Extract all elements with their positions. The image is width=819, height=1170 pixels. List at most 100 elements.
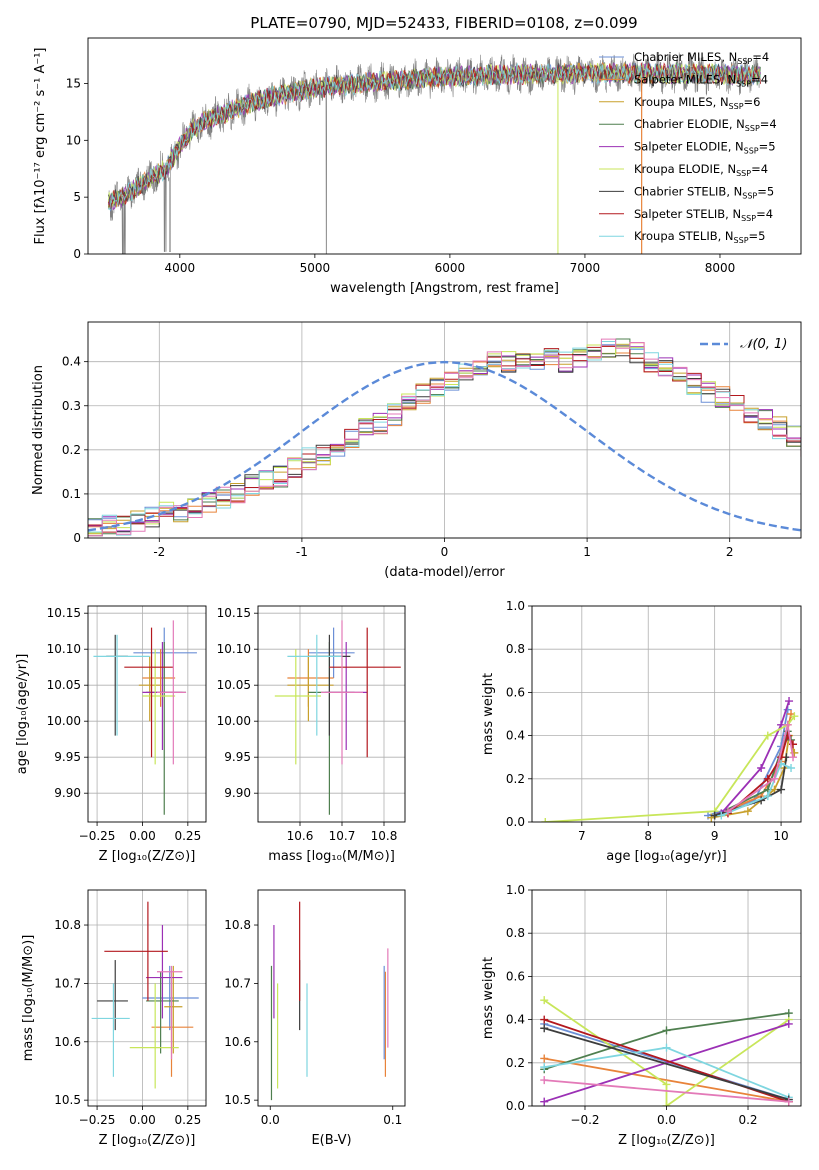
errorbar-point xyxy=(287,634,342,736)
x-tick-label: 10.7 xyxy=(329,829,356,843)
residuals-plot xyxy=(88,338,801,537)
weight-marker xyxy=(662,1026,671,1035)
errorbar-point xyxy=(325,642,368,750)
y-tick-label: 0.6 xyxy=(506,969,525,983)
legend-entry: Chabrier MILES, NSSP=4 xyxy=(634,50,769,66)
x-tick-label: 0 xyxy=(441,545,449,559)
x-tick-label: 7 xyxy=(578,829,586,843)
x-tick: 0.00 xyxy=(129,1106,156,1127)
weight-marker xyxy=(770,774,779,783)
y-tick: 10.7 xyxy=(54,976,88,990)
y-tick: 0.3 xyxy=(62,399,88,413)
errorbar-point xyxy=(287,656,334,722)
weight-marker xyxy=(540,1054,549,1063)
y-tick-label: 10 xyxy=(66,133,81,147)
y-tick-label: 9.90 xyxy=(54,786,81,800)
y-tick-label: 0 xyxy=(73,247,81,261)
weight-marker xyxy=(540,1015,549,1024)
y-tick-label: 10.7 xyxy=(54,976,81,990)
y-tick-label: 10.10 xyxy=(217,642,251,656)
weight-line xyxy=(720,700,790,814)
weight-marker xyxy=(763,731,772,740)
y-tick: 10.5 xyxy=(54,1093,88,1107)
y-tick: 0.0 xyxy=(506,815,532,829)
y-tick: 0 xyxy=(73,531,88,545)
errorbar-point xyxy=(151,971,194,1077)
errorbar-point xyxy=(142,649,176,765)
x-tick-label: 0.00 xyxy=(129,1113,156,1127)
spectrum-frame xyxy=(87,37,802,255)
spectrum-axes: 4000 5000 6000 7000 8000 0 5 10 15 wavelength [An… xyxy=(33,48,735,297)
weight-line xyxy=(544,1079,789,1103)
errorbar-point xyxy=(308,627,355,678)
x-tick: 8 xyxy=(644,822,652,843)
age-vs-Z-plot xyxy=(93,620,197,815)
spectrum-legend: Chabrier MILES, NSSP=4 Salpeter MILES, NS… xyxy=(599,50,777,245)
errorbar-point xyxy=(308,642,355,815)
x-tick-label: 9 xyxy=(711,829,719,843)
y-tick: 0 xyxy=(73,247,88,261)
mass-vs-Z-frame xyxy=(87,889,207,1107)
weight-marker xyxy=(790,712,799,721)
y-tick: 0.8 xyxy=(506,926,532,940)
y-tick-label: 10.5 xyxy=(224,1093,251,1107)
y-tick-label: 10.6 xyxy=(224,1035,251,1049)
y-tick: 10.10 xyxy=(47,642,88,656)
residuals-axes: -2 -1 0 1 2 0 0.1 0.2 0.3 0.4 (data-model)/error No… xyxy=(31,322,801,580)
y-tick-label: 10.00 xyxy=(47,714,81,728)
weight-marker xyxy=(540,1024,549,1033)
y-tick: 0.2 xyxy=(506,1056,532,1070)
x-tick: 7000 xyxy=(570,254,600,275)
y-tick: 0.2 xyxy=(62,443,88,457)
x-tick-label: 10.6 xyxy=(287,829,314,843)
weight-marker xyxy=(789,753,798,762)
y-tick-label: 0.8 xyxy=(506,642,525,656)
errorbar-point xyxy=(274,649,321,765)
y-tick-label: 0.4 xyxy=(62,355,81,369)
x-tick: 10 xyxy=(773,822,789,843)
y-axis-label: mass [log₁₀(M/M⊙)] xyxy=(21,935,36,1062)
age-vs-Z-axes: −0.25 0.00 0.25 9.90 9.95 10.00 10.05 10.10 10.1… xyxy=(15,606,206,864)
x-axis-label: (data-model)/error xyxy=(384,565,505,580)
weight-line xyxy=(543,1027,790,1101)
y-tick: 0.1 xyxy=(62,487,88,501)
y-tick: 0.8 xyxy=(506,642,532,656)
y-tick: 9.90 xyxy=(224,786,258,800)
weight-marker xyxy=(784,1097,793,1106)
x-tick-label: -1 xyxy=(296,545,308,559)
y-tick: 9.90 xyxy=(54,786,88,800)
y-tick-label: 10.7 xyxy=(224,976,251,990)
y-axis-label: Flux [fλ10⁻¹⁷ erg cm⁻² s⁻¹ A⁻¹] xyxy=(33,48,48,245)
y-tick-label: 10.05 xyxy=(217,678,251,692)
weight-marker xyxy=(662,1080,671,1089)
errorbar-point xyxy=(156,620,187,765)
y-tick-label: 0.8 xyxy=(506,926,525,940)
weight-vs-Z-plot xyxy=(540,996,793,1106)
y-tick-label: 0.3 xyxy=(62,399,81,413)
weight-marker xyxy=(787,764,796,772)
y-tick: 10.8 xyxy=(224,918,258,932)
y-tick: 0.2 xyxy=(506,772,532,786)
y-tick-label: 10.6 xyxy=(54,1035,81,1049)
y-tick: 0.4 xyxy=(62,355,88,369)
legend-entry: Chabrier STELIB, NSSP=5 xyxy=(634,184,774,200)
weight-vs-Z-frame xyxy=(531,889,802,1107)
x-tick: −0.25 xyxy=(79,822,115,843)
legend-entry: Salpeter MILES, NSSP=4 xyxy=(634,72,768,88)
y-tick-label: 0.2 xyxy=(506,772,525,786)
x-axis-label: Z [log₁₀(Z/Z⊙)] xyxy=(99,1133,196,1148)
y-tick: 0.6 xyxy=(506,969,532,983)
x-axis-label: mass [log₁₀(M/M⊙)] xyxy=(268,849,395,864)
y-tick-label: 10.15 xyxy=(217,606,251,620)
weight-line xyxy=(544,1057,789,1103)
legend-entry: Kroupa MILES, NSSP=6 xyxy=(634,95,760,111)
x-tick-label: 0.25 xyxy=(174,829,201,843)
weight-marker xyxy=(717,811,726,820)
weight-marker xyxy=(540,996,549,1005)
y-tick-label: 1.0 xyxy=(506,883,525,897)
x-tick-label: 6000 xyxy=(435,261,466,275)
y-tick: 10.10 xyxy=(217,642,258,656)
x-tick-label: 0.25 xyxy=(174,1113,201,1127)
